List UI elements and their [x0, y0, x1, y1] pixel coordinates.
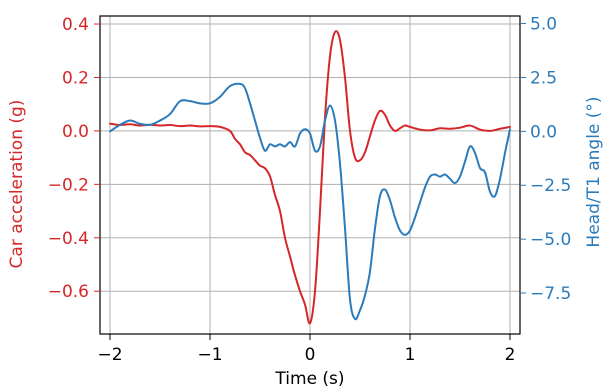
x-tick-label: −1	[197, 345, 222, 365]
x-tick-label: 1	[405, 345, 416, 365]
left-tick-label: 0.4	[62, 15, 89, 35]
left-axis-label: Car acceleration (g)	[7, 100, 27, 269]
left-tick-label: 0.2	[62, 68, 89, 88]
x-tick-label: 2	[505, 345, 516, 365]
x-axis-label: Time (s)	[274, 369, 344, 389]
right-tick-label: 2.5	[530, 68, 557, 88]
right-tick-label: −7.5	[530, 284, 571, 304]
left-tick-label: −0.4	[48, 229, 89, 249]
right-tick-label: −2.5	[530, 176, 571, 196]
right-tick-label: −5.0	[530, 230, 571, 250]
x-tick-label: −2	[97, 345, 122, 365]
left-tick-label: 0.0	[62, 122, 89, 142]
left-axis-ticks: 0.4 0.2 0.0 −0.2 −0.4 −0.6	[48, 15, 100, 302]
right-tick-label: 5.0	[530, 15, 557, 35]
grid	[100, 16, 520, 334]
left-tick-label: −0.2	[48, 175, 89, 195]
right-axis-ticks: 5.0 2.5 0.0 −2.5 −5.0 −7.5	[520, 15, 571, 304]
x-axis-ticks: −2 −1 0 1 2	[97, 334, 515, 365]
left-tick-label: −0.6	[48, 282, 89, 302]
x-tick-label: 0	[305, 345, 316, 365]
right-axis-label: Head/T1 angle (°)	[584, 96, 604, 247]
right-tick-label: 0.0	[530, 122, 557, 142]
